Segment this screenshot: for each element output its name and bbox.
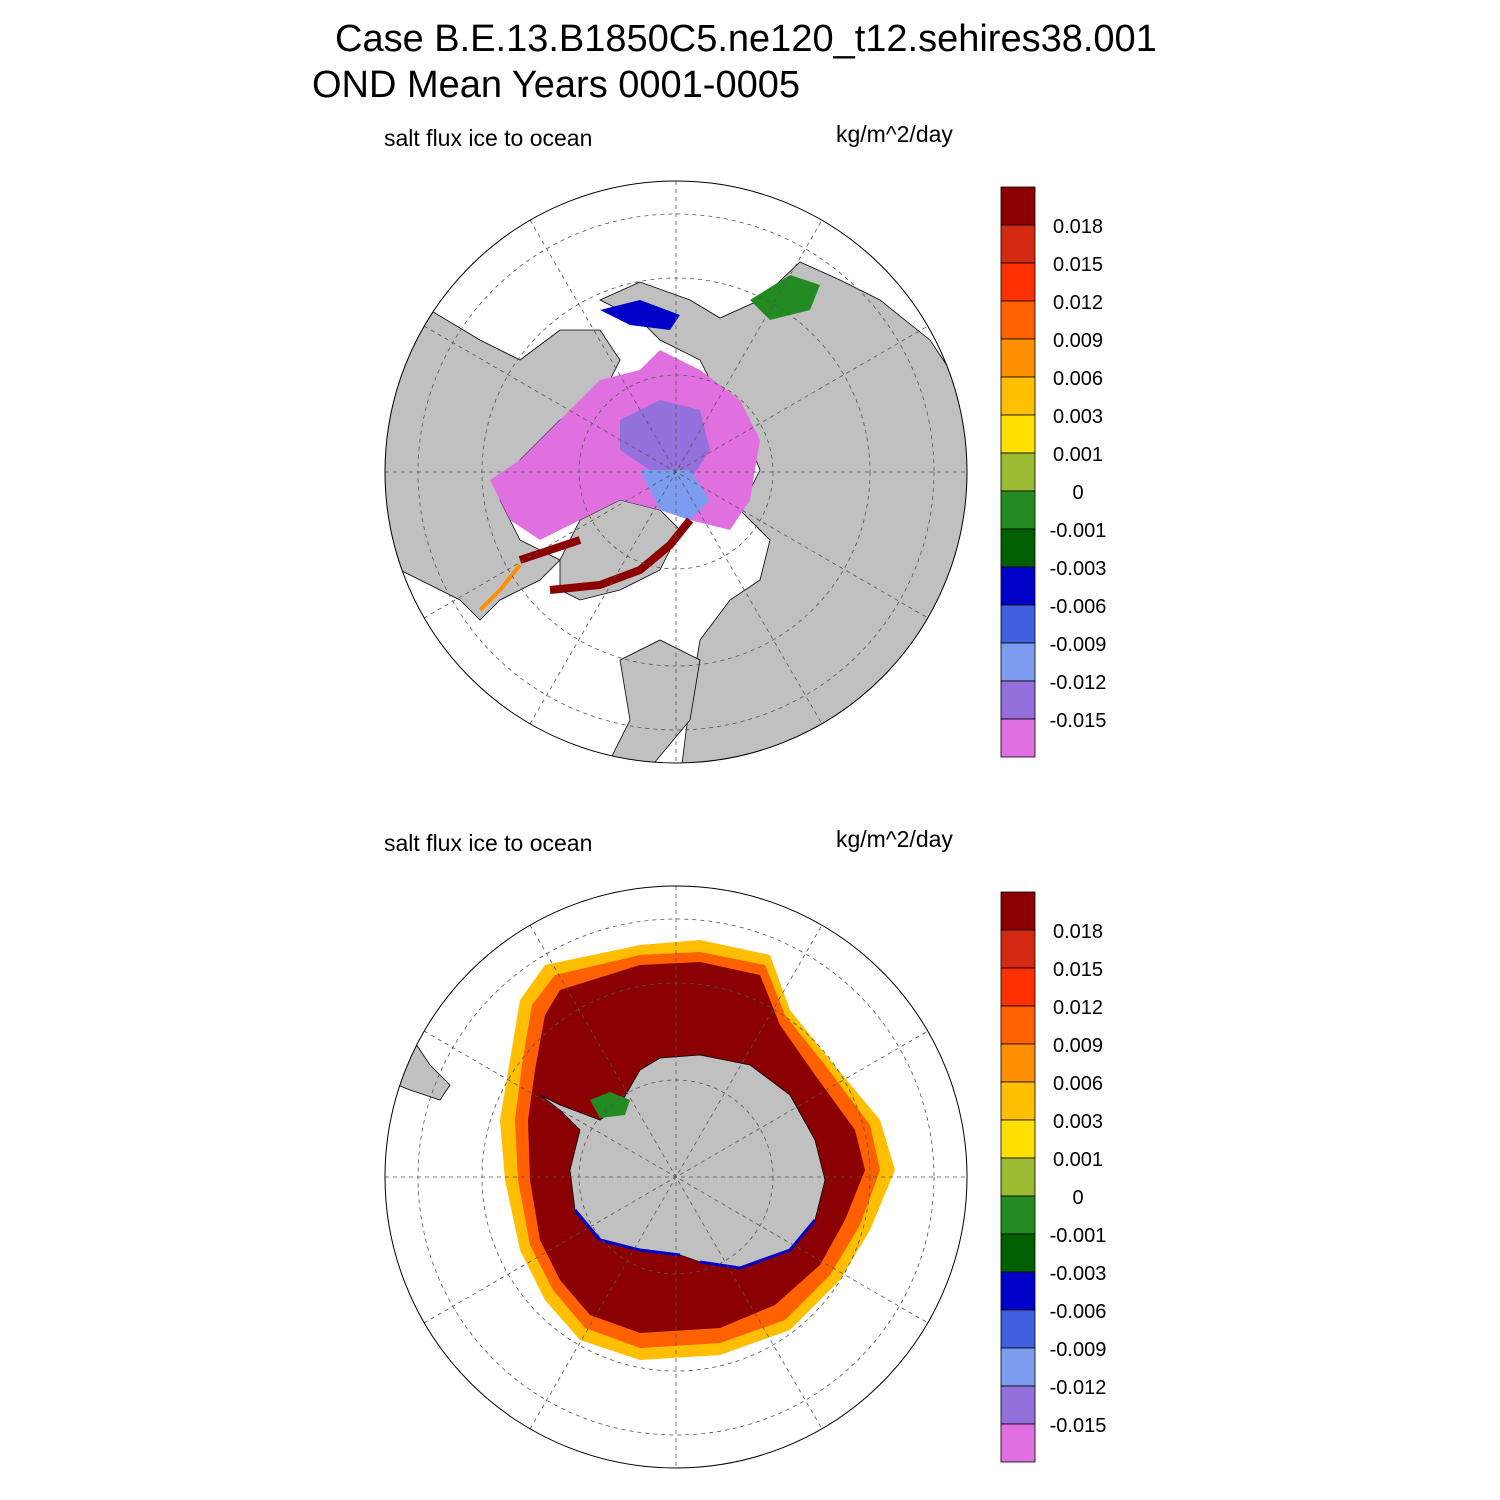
figure-title-line2: OND Mean Years 0001-0005 (312, 64, 800, 106)
bering-green-ice (750, 275, 820, 320)
colorbar-north-label-3: 0.009 (1053, 330, 1103, 352)
figure-title-line1: Case B.E.13.B1850C5.ne120_t12.sehires38.… (335, 18, 1157, 60)
arctic-map-border (384, 180, 968, 764)
colorbar-north-label-0: 0.018 (1053, 216, 1103, 238)
antarctic-map-border (384, 885, 968, 1469)
colorbar-north-label-5: 0.003 (1053, 406, 1103, 428)
colorbar-north-swatch-0 (1000, 186, 1036, 226)
colorbar-north-swatch-9 (1000, 528, 1036, 568)
colorbar-south-label-9: -0.003 (1050, 1263, 1107, 1285)
colorbar-north-swatch-2 (1000, 262, 1036, 302)
colorbar-north-label-13: -0.015 (1050, 710, 1107, 732)
colorbar-south-swatch-9 (1000, 1233, 1036, 1273)
colorbar-north-label-7: 0 (1072, 482, 1083, 504)
colorbar-south-label-13: -0.015 (1050, 1415, 1107, 1437)
colorbar-south-label-11: -0.009 (1050, 1339, 1107, 1361)
colorbar-south-label-6: 0.001 (1053, 1149, 1103, 1171)
colorbar-north-label-2: 0.012 (1053, 292, 1103, 314)
arctic-map-content (385, 181, 967, 763)
antarctic-graticule (385, 886, 967, 1468)
panel1-left-label: salt flux ice to ocean (384, 125, 593, 151)
colorbar-south-swatch-8 (1000, 1195, 1036, 1235)
weddell-green-ice (590, 1092, 630, 1118)
colorbar-north-label-12: -0.012 (1050, 672, 1107, 694)
colorbar-south-swatch-7 (1000, 1157, 1036, 1197)
colorbar-north-label-10: -0.006 (1050, 596, 1107, 618)
colorbar-north-swatch-10 (1000, 566, 1036, 606)
antarctic-coastal-fringe (573, 1209, 817, 1270)
colorbar-north-swatch-5 (1000, 376, 1036, 416)
colorbar-south-label-3: 0.009 (1053, 1035, 1103, 1057)
pacific-marginal-ice (600, 300, 680, 330)
colorbar-south-swatch-14 (1000, 1423, 1036, 1463)
colorbar-north-label-4: 0.006 (1053, 368, 1103, 390)
colorbar-north-swatch-4 (1000, 338, 1036, 378)
colorbar-north-swatch-3 (1000, 300, 1036, 340)
panel2-left-label: salt flux ice to ocean (384, 830, 593, 856)
colorbar-north-swatch-11 (1000, 604, 1036, 644)
panel1-units-label: kg/m^2/day (836, 121, 953, 147)
colorbar-south-label-8: -0.001 (1050, 1225, 1107, 1247)
colorbar-north-label-9: -0.003 (1050, 558, 1107, 580)
colorbar-south-label-1: 0.015 (1053, 959, 1103, 981)
arctic-ice-blue (640, 470, 710, 520)
colorbar-south-swatch-6 (1000, 1119, 1036, 1159)
colorbar-south-swatch-13 (1000, 1385, 1036, 1425)
colorbar-north-swatch-12 (1000, 642, 1036, 682)
colorbar-north-swatch-13 (1000, 680, 1036, 720)
colorbar-south-swatch-12 (1000, 1347, 1036, 1387)
arctic-graticule (385, 181, 967, 763)
europe-landmass (599, 639, 701, 763)
colorbar-south-label-12: -0.012 (1050, 1377, 1107, 1399)
colorbar-south: 0.018 0.015 0.012 0.009 0.006 0.003 0.001 0 -0.0… (1000, 891, 1107, 1463)
panel2-units-label: kg/m^2/day (836, 826, 953, 852)
colorbar-north: 0.018 0.015 0.012 0.009 0.006 0.003 0.001 0 -0.0… (1000, 186, 1107, 758)
colorbar-south-label-2: 0.012 (1053, 997, 1103, 1019)
atlantic-marginal-ice-orange (478, 563, 522, 612)
colorbar-north-swatch-7 (1000, 452, 1036, 492)
colorbar-south-swatch-0 (1000, 891, 1036, 931)
colorbar-north-swatch-14 (1000, 718, 1036, 758)
colorbar-south-label-4: 0.006 (1053, 1073, 1103, 1095)
colorbar-south-swatch-3 (1000, 1005, 1036, 1045)
colorbar-north-label-1: 0.015 (1053, 254, 1103, 276)
colorbar-south-label-0: 0.018 (1053, 921, 1103, 943)
colorbar-south-label-5: 0.003 (1053, 1111, 1103, 1133)
colorbar-south-swatch-10 (1000, 1271, 1036, 1311)
colorbar-south-swatch-5 (1000, 1081, 1036, 1121)
colorbar-north-swatch-1 (1000, 224, 1036, 264)
colorbar-south-swatch-11 (1000, 1309, 1036, 1349)
colorbar-north-swatch-6 (1000, 414, 1036, 454)
colorbar-south-swatch-1 (1000, 929, 1036, 969)
colorbar-north-swatch-8 (1000, 490, 1036, 530)
colorbar-north-label-6: 0.001 (1053, 444, 1103, 466)
colorbar-south-swatch-2 (1000, 967, 1036, 1007)
colorbar-south-swatch-4 (1000, 1043, 1036, 1083)
colorbar-north-label-11: -0.009 (1050, 634, 1107, 656)
colorbar-north-label-8: -0.001 (1050, 520, 1107, 542)
colorbar-south-label-7: 0 (1072, 1187, 1083, 1209)
arctic-ice-core (620, 400, 710, 480)
colorbar-south-label-10: -0.006 (1050, 1301, 1107, 1323)
